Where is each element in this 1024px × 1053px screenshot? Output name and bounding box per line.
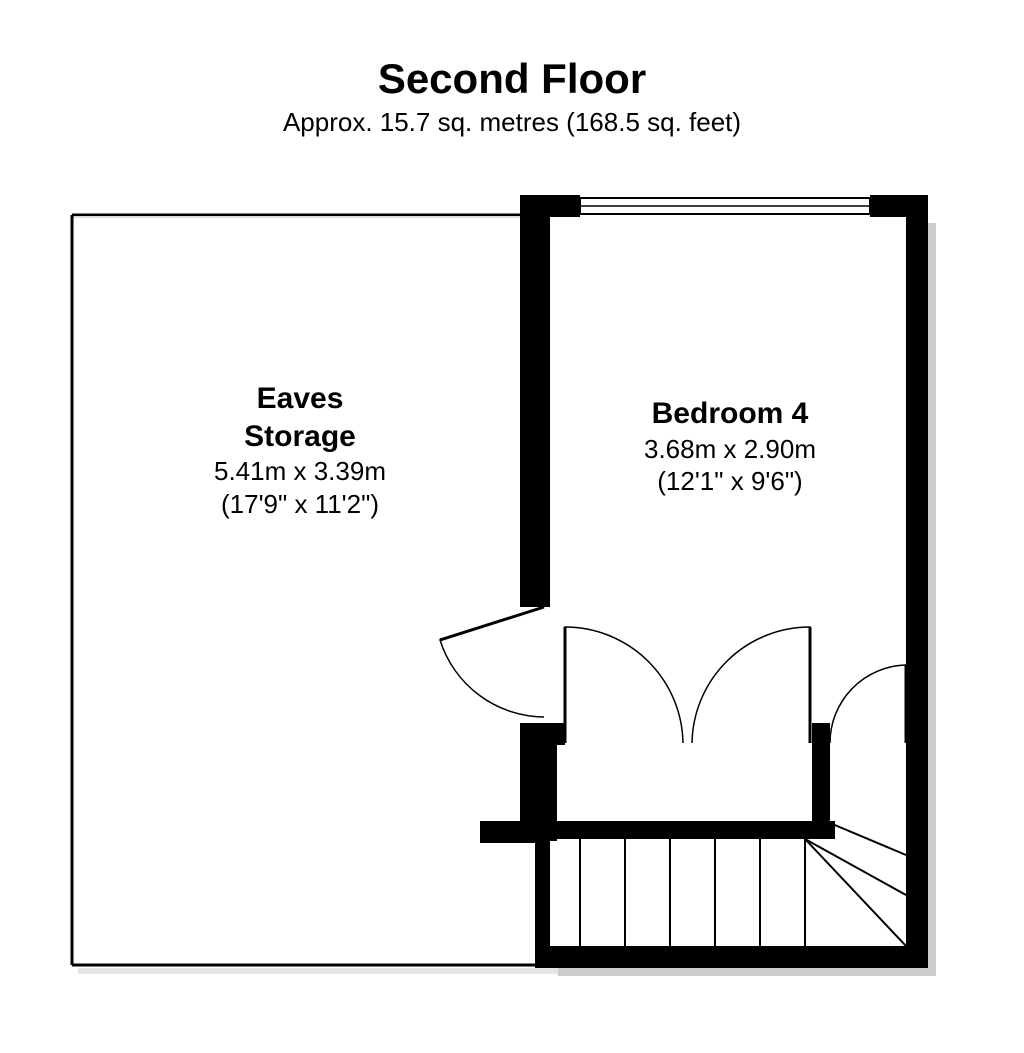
floor-plan-svg (70, 195, 950, 995)
bedroom4-dim-metric: 3.68m x 2.90m (570, 433, 890, 466)
header: Second Floor Approx. 15.7 sq. metres (16… (0, 0, 1024, 138)
bedroom4-dim-imperial: (12'1" x 9'6") (570, 465, 890, 498)
eaves-label-block: Eaves Storage 5.41m x 3.39m (17'9" x 11'… (150, 380, 450, 520)
floor-plan: Eaves Storage 5.41m x 3.39m (17'9" x 11'… (70, 195, 950, 995)
eaves-dim-imperial: (17'9" x 11'2") (150, 488, 450, 521)
bedroom4-label-block: Bedroom 4 3.68m x 2.90m (12'1" x 9'6") (570, 395, 890, 498)
eaves-title-line2: Storage (150, 418, 450, 456)
bedroom4-title: Bedroom 4 (570, 395, 890, 433)
eaves-dim-metric: 5.41m x 3.39m (150, 455, 450, 488)
floor-subtitle: Approx. 15.7 sq. metres (168.5 sq. feet) (0, 107, 1024, 138)
eaves-title-line1: Eaves (150, 380, 450, 418)
floor-title: Second Floor (0, 55, 1024, 103)
